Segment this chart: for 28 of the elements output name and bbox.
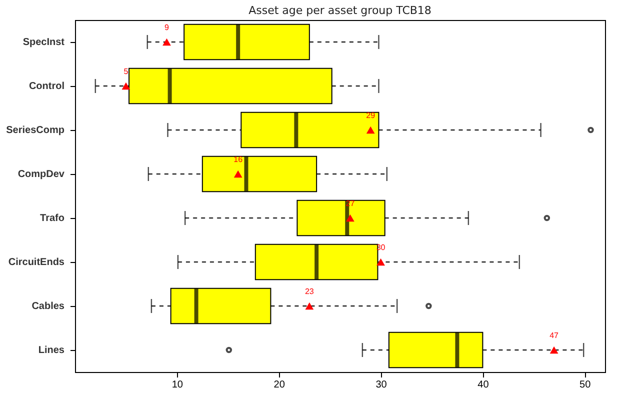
x-tick-label: 10 [172, 380, 184, 390]
y-tick-label: CompDev [18, 169, 65, 180]
point [234, 170, 242, 178]
data-label: 29 [366, 111, 376, 120]
y-tick-label: SeriesComp [6, 125, 64, 136]
point [162, 38, 171, 46]
data-label: 23 [304, 287, 314, 296]
x-tick-label: 20 [274, 380, 286, 390]
point [305, 302, 314, 310]
point [122, 82, 130, 90]
data-label: 16 [234, 155, 244, 164]
point [550, 346, 558, 354]
point [366, 126, 375, 134]
point [376, 258, 385, 266]
chart-title: Asset age per asset group TCB18 [248, 4, 432, 17]
y-tick-label: SpecInst [22, 37, 66, 48]
y-tick-label: Control [28, 81, 65, 92]
x-tick-label: 30 [376, 380, 388, 390]
y-tick-label: Trafo [40, 213, 64, 224]
y-tick-label: Lines [38, 345, 65, 356]
x-tick-label: 40 [478, 380, 490, 390]
y-tick-label: Cables [32, 301, 65, 312]
data-label: 47 [550, 331, 560, 340]
x-tick-label: 50 [580, 380, 592, 390]
point [346, 214, 354, 222]
y-tick-label: CircuitEnds [8, 257, 65, 268]
data-label: 5 [124, 67, 129, 76]
data-label: 9 [164, 23, 170, 32]
